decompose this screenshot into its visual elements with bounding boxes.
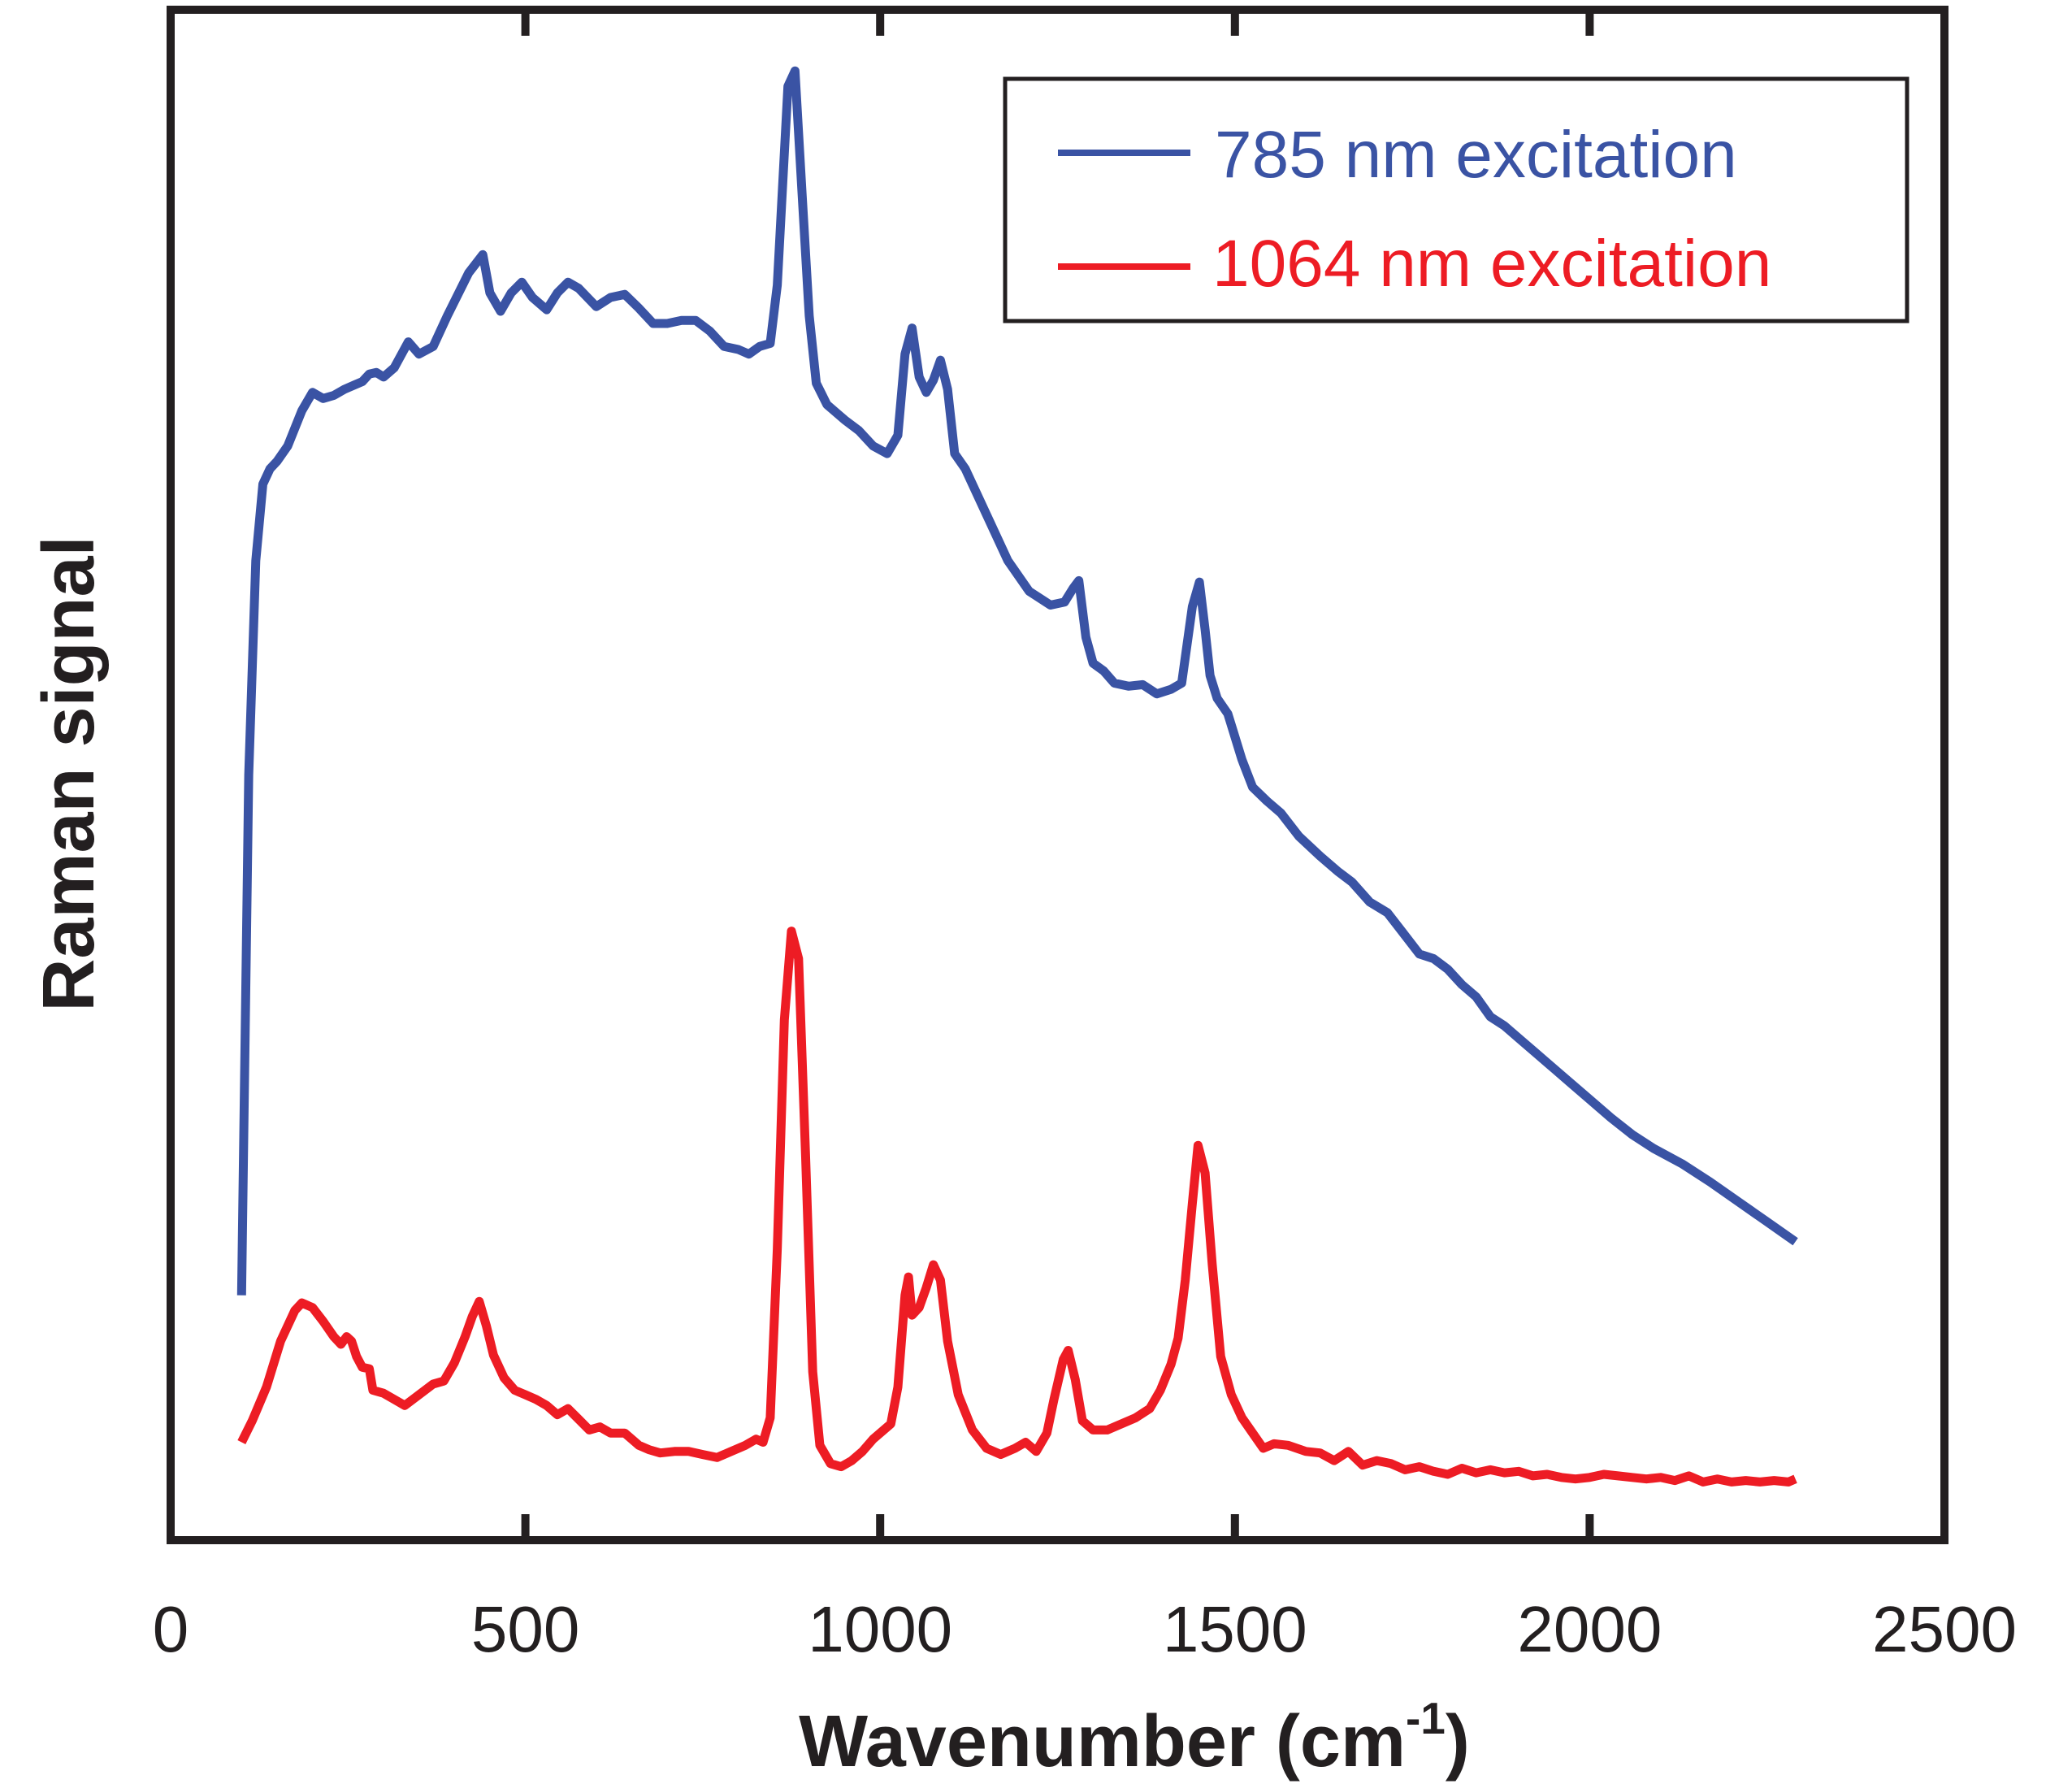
legend: 785 nm excitation 1064 nm excitation: [1003, 76, 1909, 323]
legend-box: [1003, 76, 1909, 323]
x-tick-label-0: 0: [153, 1593, 189, 1665]
x-tick-label-2000: 2000: [1517, 1593, 1662, 1665]
legend-label-1064nm: 1064 nm excitation: [1212, 227, 1771, 301]
y-axis-title: Raman signal: [28, 536, 110, 1011]
x-tick-label-2500: 2500: [1872, 1593, 2017, 1665]
x-axis-title-main: Wavenumber (cm: [799, 1701, 1406, 1782]
x-axis-title-end: ): [1446, 1701, 1470, 1782]
x-axis-title: Wavenumber (cm-1): [799, 1693, 1470, 1782]
series-line-785nm: [236, 66, 1798, 1296]
x-tick-label-1000: 1000: [808, 1593, 952, 1665]
x-ticks: 0 500 1000 1500 2000 2500: [153, 10, 2017, 1665]
series-line-1064nm: [237, 927, 1797, 1487]
x-axis-title-superscript: -1: [1406, 1693, 1446, 1743]
plot-frame: [167, 6, 1948, 1544]
x-tick-label-1500: 1500: [1163, 1593, 1307, 1665]
legend-label-785nm: 785 nm excitation: [1215, 118, 1737, 192]
series-layer: [236, 66, 1798, 1487]
x-tick-label-500: 500: [471, 1593, 579, 1665]
